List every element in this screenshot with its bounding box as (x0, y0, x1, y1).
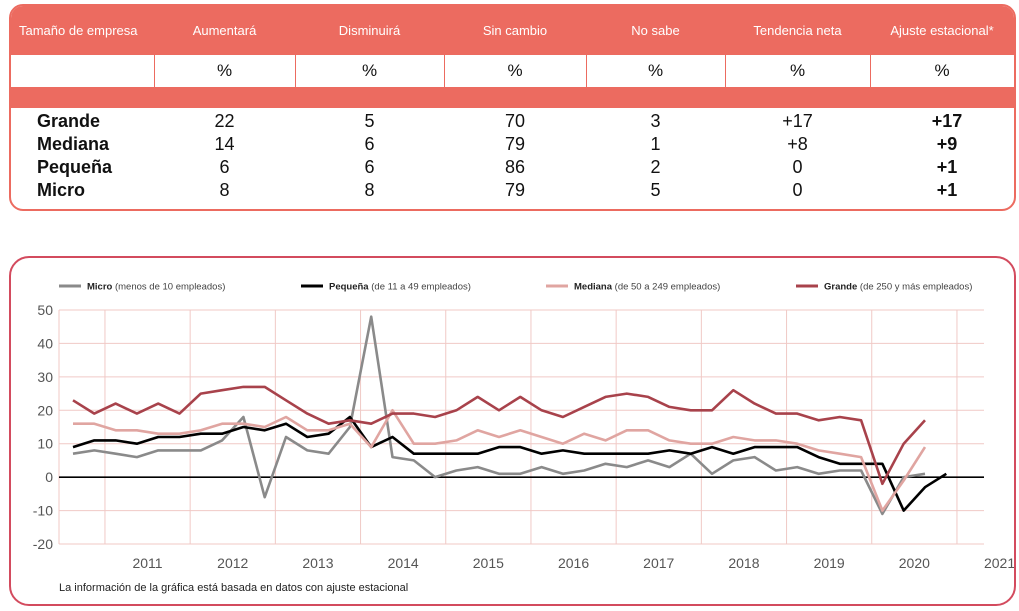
row-grande-net-trend: +17 (782, 111, 813, 131)
unit-dont-know: % (647, 61, 664, 80)
column-divider (586, 55, 587, 87)
row-pequena-dont-know: 2 (650, 157, 661, 177)
chart-canvas: 50 40 30 20 10 0 -10 -20 2011 2012 2013 2014 2015 201… (33, 282, 1014, 595)
row-grande-name: Grande (37, 111, 101, 131)
y-tick-label: 50 (37, 302, 53, 318)
chart-footnote: La información de la gráfica está basada… (59, 582, 408, 594)
row-mediana-seasonal: +9 (936, 134, 958, 154)
row-grande-no-change: 70 (504, 111, 526, 131)
row-mediana-dont-know: 1 (650, 134, 661, 154)
y-tick-label: 30 (37, 369, 53, 385)
row-grande-increase: 22 (214, 111, 235, 131)
header-increase: Aumentará (192, 23, 257, 38)
series-line-mediana (73, 409, 927, 512)
row-mediana-name: Mediana (37, 134, 110, 154)
legend-series-suffix: (de 250 y más empleados) (857, 282, 972, 293)
legend-series-name: Mediana (574, 282, 613, 293)
row-mediana-increase: 14 (214, 134, 235, 154)
header-company-size: Tamaño de empresa (19, 23, 138, 38)
unit-decrease: % (361, 61, 378, 80)
row-micro-name: Micro (37, 180, 86, 200)
x-tick-label: 2019 (814, 555, 845, 571)
row-micro-dont-know: 5 (650, 180, 661, 200)
row-micro-seasonal: +1 (936, 180, 958, 200)
y-tick-label: 20 (37, 402, 53, 418)
table-header-row (11, 6, 1014, 55)
x-tick-label: 2012 (217, 555, 248, 571)
row-grande-dont-know: 3 (650, 111, 661, 131)
row-micro-decrease: 8 (364, 180, 375, 200)
column-divider (444, 55, 445, 87)
column-divider (725, 55, 726, 87)
legend-series-name: Micro (87, 282, 113, 293)
y-tick-label: 40 (37, 335, 53, 351)
y-tick-label: 0 (45, 469, 53, 485)
row-mediana-decrease: 6 (364, 134, 375, 154)
series-line-pequena (72, 415, 947, 512)
header-dont-know: No sabe (631, 23, 680, 38)
legend-series-suffix: (de 50 a 249 empleados) (612, 282, 720, 293)
column-divider (154, 55, 155, 87)
x-tick-label: 2011 (132, 555, 162, 571)
row-pequena-no-change: 86 (504, 157, 526, 177)
x-tick-label: 2016 (558, 555, 589, 571)
legend-label: Mediana (de 50 a 249 empleados) (574, 282, 720, 293)
header-net-trend: Tendencia neta (753, 23, 842, 38)
series-line-micro (72, 315, 926, 516)
trend-chart: 50 40 30 20 10 0 -10 -20 2011 2012 2013 2014 2015 201… (9, 256, 1016, 606)
unit-no-change: % (507, 61, 523, 80)
legend-series-suffix: (menos de 10 empleados) (112, 282, 225, 293)
y-tick-label: -20 (33, 536, 53, 552)
row-mediana-net-trend: +8 (787, 134, 808, 154)
legend-label: Micro (menos de 10 empleados) (87, 282, 225, 293)
row-grande-seasonal: +17 (931, 111, 963, 131)
x-tick-label: 2018 (728, 555, 759, 571)
x-tick-label: 2014 (388, 555, 419, 571)
x-tick-label: 2021 (984, 555, 1014, 571)
row-pequena-decrease: 6 (364, 157, 375, 177)
row-pequena-name: Pequeña (37, 157, 113, 177)
row-mediana-no-change: 79 (504, 134, 526, 154)
series-line-grande (72, 385, 926, 486)
row-micro-no-change: 79 (504, 180, 526, 200)
row-pequena-increase: 6 (219, 157, 230, 177)
y-tick-label: -10 (33, 503, 53, 519)
table-separator-band (11, 87, 1014, 108)
x-tick-label: 2015 (473, 555, 504, 571)
unit-net-trend: % (789, 61, 806, 80)
header-decrease: Disminuirá (338, 23, 401, 38)
x-tick-label: 2020 (899, 555, 930, 571)
legend-label: Grande (de 250 y más empleados) (824, 282, 972, 293)
row-pequena-seasonal: +1 (936, 157, 958, 177)
row-grande-decrease: 5 (364, 111, 375, 131)
column-divider (295, 55, 296, 87)
header-no-change: Sin cambio (482, 23, 548, 38)
x-tick-label: 2017 (643, 555, 674, 571)
x-tick-label: 2013 (302, 555, 333, 571)
survey-table: Tamaño de empresa Aumentará Disminuirá S… (9, 4, 1016, 211)
table-unit-row (11, 55, 1014, 87)
y-tick-label: 10 (37, 436, 53, 452)
column-divider (870, 55, 871, 87)
legend-series-name: Grande (824, 282, 857, 293)
header-seasonal-adjustment: Ajuste estacional* (890, 23, 994, 38)
row-pequena-net-trend: 0 (792, 157, 803, 177)
row-micro-increase: 8 (219, 180, 230, 200)
legend-series-suffix: (de 11 a 49 empleados) (369, 282, 471, 293)
unit-increase: % (216, 61, 233, 80)
legend-label: Pequeña (de 11 a 49 empleados) (329, 282, 471, 293)
legend-series-name: Pequeña (329, 282, 369, 293)
row-micro-net-trend: 0 (792, 180, 803, 200)
unit-seasonal-adjustment: % (934, 61, 950, 80)
